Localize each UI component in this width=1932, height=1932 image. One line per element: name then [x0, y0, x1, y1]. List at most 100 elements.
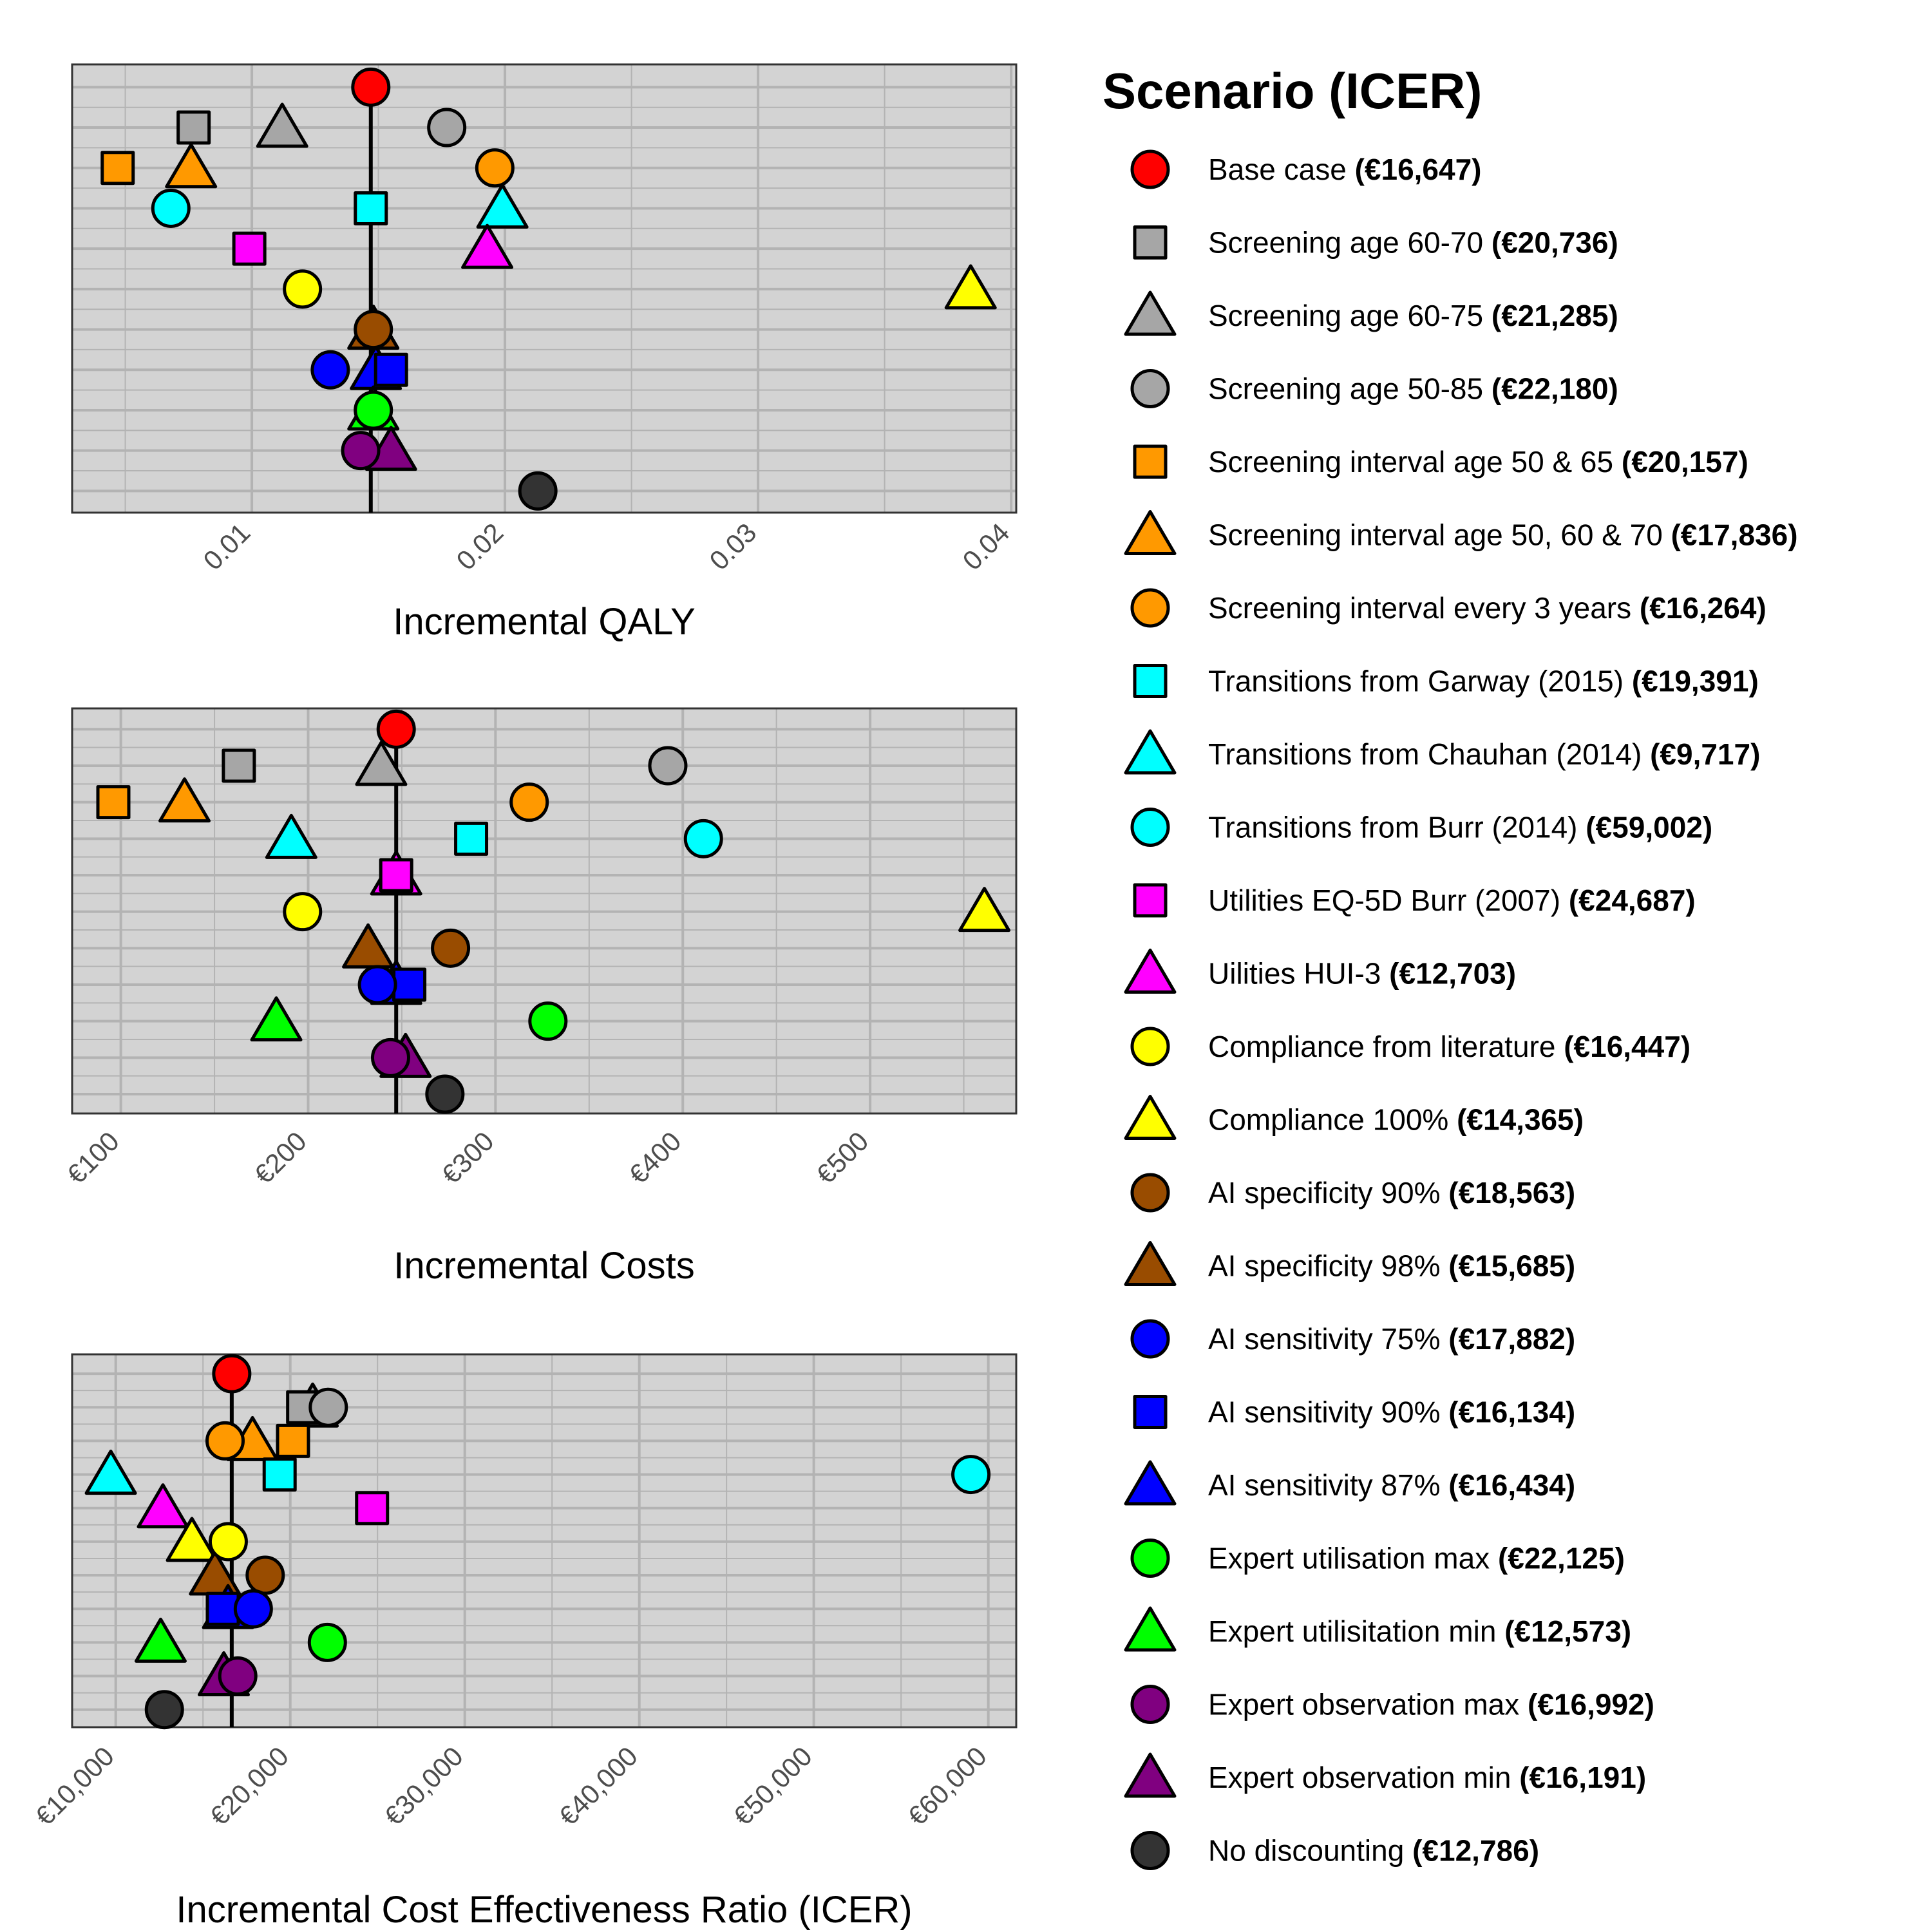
- legend-scenario-name: Uilities HUI-3: [1208, 957, 1389, 990]
- legend-label-compliance-from-literature: Compliance from literature (€16,447): [1208, 1030, 1690, 1063]
- qaly-axis-title: Incremental QALY: [393, 601, 696, 643]
- qaly-point-screening-interval-age-50-65: [100, 151, 135, 185]
- icer-point-utilities-eq-5d-burr-2007: [355, 1491, 390, 1526]
- icer-point-compliance-from-literature: [208, 1522, 248, 1562]
- qaly-point-base-case: [351, 67, 391, 107]
- legend-scenario-name: AI sensitivity 75%: [1208, 1322, 1448, 1356]
- legend-scenario-name: Utilities EQ-5D Burr (2007): [1208, 884, 1569, 917]
- cost-point-screening-age-50-85: [648, 746, 688, 786]
- cost-point-base-case: [376, 709, 416, 749]
- qaly-point-screening-interval-every-3-years: [475, 148, 515, 188]
- legend-key-screening-age-60-75: [1124, 290, 1177, 336]
- icer-point-transitions-from-burr-2014: [951, 1455, 991, 1495]
- legend-icer-value: (€16,447): [1564, 1030, 1690, 1063]
- legend-scenario-name: Screening age 60-75: [1208, 299, 1492, 332]
- cost-point-expert-utilisation-max: [528, 1001, 568, 1041]
- legend-icer-value: (€16,191): [1519, 1761, 1646, 1794]
- legend-icer-value: (€16,264): [1640, 591, 1766, 625]
- legend-key-ai-sensitivity-90: [1133, 1395, 1168, 1429]
- legend-key-expert-utilisation-max: [1130, 1539, 1170, 1578]
- legend-key-expert-observation-max: [1130, 1685, 1170, 1724]
- legend-icer-value: (€12,786): [1412, 1834, 1539, 1868]
- qaly-point-transitions-from-chauhan-2014: [476, 183, 529, 229]
- icer-tick-label: €30,000: [378, 1741, 469, 1832]
- qaly-point-screening-age-50-85: [427, 108, 467, 147]
- cost-tick-label: €400: [623, 1126, 687, 1189]
- qaly-point-ai-sensitivity-90: [374, 352, 408, 387]
- cost-point-ai-specificity-90: [431, 928, 471, 968]
- qaly-point-uilities-hui-3: [461, 223, 514, 269]
- cost-point-screening-interval-age-50-60-70: [158, 777, 211, 823]
- legend-label-compliance-100: Compliance 100% (€14,365): [1208, 1103, 1584, 1137]
- legend-label-screening-interval-age-50-60-70: Screening interval age 50, 60 & 70 (€17,…: [1208, 518, 1798, 552]
- legend-icer-value: (€18,563): [1448, 1176, 1575, 1209]
- icer-tick-label: €10,000: [30, 1741, 120, 1832]
- legend-key-utilities-eq-5d-burr-2007: [1133, 883, 1168, 918]
- qaly-panel: 0.01 0.02 0.03 0.04: [71, 63, 1018, 576]
- legend-key-base-case: [1130, 149, 1170, 189]
- cost-point-screening-age-60-70: [222, 748, 256, 783]
- legend-key-ai-specificity-98: [1124, 1241, 1177, 1286]
- legend-scenario-name: AI sensitivity 87%: [1208, 1468, 1448, 1502]
- cost-tick-label: €500: [810, 1126, 874, 1189]
- icer-point-no-discounting: [144, 1690, 184, 1730]
- legend-label-transitions-from-chauhan-2014: Transitions from Chauhan (2014) (€9,717): [1208, 737, 1760, 771]
- legend: Scenario (ICER) Base case (€16,647) Scree…: [1103, 62, 1798, 1870]
- legend-scenario-name: Screening interval every 3 years: [1208, 591, 1640, 625]
- legend-icer-value: (€12,573): [1504, 1615, 1631, 1648]
- legend-scenario-name: Transitions from Chauhan (2014): [1208, 737, 1650, 771]
- legend-icer-value: (€9,717): [1650, 737, 1760, 771]
- legend-key-screening-age-50-85: [1130, 369, 1170, 408]
- cost-point-compliance-100: [958, 887, 1011, 933]
- legend-scenario-name: Screening age 60-70: [1208, 226, 1492, 260]
- cost-point-expert-observation-max: [370, 1037, 410, 1077]
- qaly-point-expert-observation-max: [341, 431, 381, 471]
- qaly-point-screening-interval-age-50-60-70: [165, 143, 218, 189]
- qaly-tick-label: 0.03: [703, 517, 762, 576]
- legend-label-uilities-hui-3: Uilities HUI-3 (€12,703): [1208, 957, 1516, 990]
- icer-tick-label: €50,000: [727, 1741, 818, 1832]
- legend-icer-value: (€16,434): [1448, 1468, 1575, 1502]
- qaly-point-transitions-from-garway-2015: [354, 191, 388, 225]
- legend-key-ai-specificity-90: [1130, 1173, 1170, 1213]
- cost-point-ai-sensitivity-90: [392, 967, 427, 1002]
- legend-icer-value: (€19,391): [1632, 665, 1759, 698]
- cost-tick-label: €100: [61, 1126, 125, 1189]
- cost-point-expert-utilisitation-min: [250, 996, 303, 1042]
- cost-point-screening-age-60-75: [355, 741, 408, 786]
- qaly-plot-border: [71, 63, 1018, 514]
- legend-key-ai-sensitivity-87: [1124, 1460, 1177, 1506]
- legend-scenario-name: Compliance 100%: [1208, 1103, 1457, 1137]
- cost-point-transitions-from-burr-2014: [683, 819, 723, 858]
- legend-label-utilities-eq-5d-burr-2007: Utilities EQ-5D Burr (2007) (€24,687): [1208, 884, 1696, 917]
- legend-scenario-name: Screening interval age 50, 60 & 70: [1208, 518, 1671, 552]
- legend-label-expert-observation-min: Expert observation min (€16,191): [1208, 1761, 1646, 1794]
- legend-key-compliance-100: [1124, 1095, 1177, 1140]
- icer-point-screening-interval-age-50-65: [276, 1423, 310, 1458]
- qaly-tick-label: 0.01: [197, 517, 256, 576]
- cost-point-no-discounting: [425, 1074, 465, 1114]
- legend-scenario-name: Transitions from Garway (2015): [1208, 665, 1632, 698]
- legend-label-ai-sensitivity-90: AI sensitivity 90% (€16,134): [1208, 1396, 1575, 1429]
- legend-scenario-name: AI sensitivity 90%: [1208, 1396, 1448, 1429]
- legend-label-transitions-from-burr-2014: Transitions from Burr (2014) (€59,002): [1208, 811, 1712, 844]
- legend-key-screening-interval-every-3-years: [1130, 588, 1170, 628]
- icer-point-expert-utilisation-max: [307, 1622, 347, 1662]
- cost-point-ai-specificity-98: [342, 923, 395, 969]
- qaly-point-expert-utilisation-max: [354, 390, 393, 430]
- legend-icer-value: (€21,285): [1492, 299, 1618, 332]
- legend-key-screening-interval-age-50-60-70: [1124, 510, 1177, 555]
- legend-key-transitions-from-garway-2015: [1133, 664, 1168, 698]
- legend-key-uilities-hui-3: [1124, 949, 1177, 994]
- legend-scenario-name: Base case: [1208, 153, 1355, 186]
- cost-point-screening-interval-age-50-65: [96, 785, 131, 820]
- legend-icer-value: (€15,685): [1448, 1249, 1575, 1283]
- legend-key-no-discounting: [1130, 1831, 1170, 1870]
- qaly-point-no-discounting: [518, 471, 558, 511]
- legend-icer-value: (€16,134): [1448, 1396, 1575, 1429]
- legend-label-screening-interval-every-3-years: Screening interval every 3 years (€16,26…: [1208, 591, 1766, 625]
- icer-point-compliance-100: [166, 1517, 218, 1562]
- icer-panel: €10,000 €20,000 €30,000 €40,000 €50,000 €60,0…: [30, 1353, 1018, 1832]
- legend-icer-value: (€17,836): [1671, 518, 1798, 552]
- icer-tick-label: €40,000: [553, 1741, 643, 1832]
